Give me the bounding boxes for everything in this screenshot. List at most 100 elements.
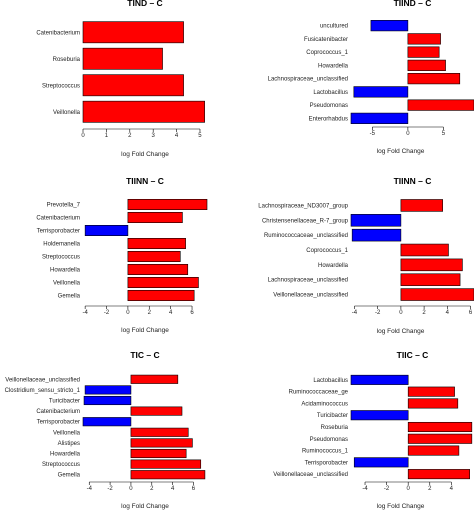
x-tick-label: 2: [422, 310, 426, 316]
x-tick-label: 2: [128, 133, 132, 139]
bar: [82, 21, 184, 44]
bar: [407, 73, 461, 85]
x-tick-label: -2: [107, 486, 113, 492]
chart-panel-3: TIINN – C Prevotella_7 Catenibacterium Terr…: [36, 176, 208, 334]
bar: [83, 395, 132, 406]
bar: [407, 398, 459, 409]
bar: [407, 445, 460, 456]
bar: [400, 199, 443, 212]
bar: [82, 100, 205, 123]
category-label: Terrisporobacter: [37, 229, 80, 235]
category-label: Veillonellaceae_unclassified: [273, 293, 348, 299]
category-label: Coprococcus_1: [306, 50, 348, 56]
bar: [407, 386, 455, 397]
category-label: Lactobacillus: [313, 378, 348, 384]
x-tick-label: 0: [406, 131, 410, 137]
x-tick-label: 1: [105, 133, 109, 139]
category-label: Howardella: [318, 263, 349, 269]
x-tick-label: -2: [384, 486, 390, 492]
category-label: Roseburia: [53, 57, 81, 63]
category-label: Ruminococcaceae_ge: [289, 390, 349, 396]
category-label: Pseudomonas: [310, 103, 348, 109]
category-label: Veillonellaceae_unclassified: [5, 377, 80, 383]
bar: [130, 438, 193, 448]
bar: [407, 99, 474, 111]
bar: [407, 46, 440, 58]
bar: [407, 59, 446, 71]
category-label: Lachnospiraceae_unclassified: [268, 77, 348, 83]
bar: [400, 288, 474, 301]
category-label: Catenibacterium: [36, 30, 80, 36]
category-label: Ruminococcaceae_unclassified: [264, 233, 348, 239]
bar: [353, 86, 409, 98]
x-tick-label: 0: [129, 486, 133, 492]
category-label: Turicibacter: [317, 413, 348, 419]
x-axis-label: log Fold Change: [377, 328, 425, 335]
category-label: Gemella: [58, 473, 81, 479]
bar: [127, 276, 199, 288]
category-label: Holdemanella: [43, 242, 80, 248]
bar: [84, 225, 129, 237]
bar: [127, 263, 189, 275]
category-label: Roseburia: [321, 425, 349, 431]
x-tick-label: 4: [446, 310, 450, 316]
x-axis-label: log Fold Change: [121, 503, 169, 510]
chart-title: TIND – C: [127, 0, 162, 8]
category-label: Prevotella_7: [47, 203, 81, 209]
x-tick-label: -4: [352, 310, 358, 316]
category-label: Clostridium_sensu_stricto_1: [5, 388, 81, 394]
bar: [82, 74, 184, 97]
x-tick-label: 5: [442, 131, 446, 137]
x-tick-label: 6: [192, 486, 196, 492]
bar: [130, 470, 206, 480]
bar: [370, 20, 409, 32]
category-label: Veillonellaceae_unclassified: [273, 472, 348, 478]
x-tick-label: -2: [375, 310, 381, 316]
category-label: Lachnospiraceae_ND3007_group: [258, 203, 348, 209]
bar: [82, 47, 163, 70]
x-tick-label: 4: [450, 486, 454, 492]
x-tick-label: -2: [104, 310, 110, 316]
x-tick-label: 4: [171, 486, 175, 492]
bar: [130, 459, 202, 469]
chart-title: TIC – C: [130, 350, 159, 360]
bar: [130, 374, 179, 384]
bar: [130, 427, 189, 437]
chart-title: TIIND – C: [394, 0, 432, 8]
category-label: Streptococcus: [42, 462, 80, 468]
category-label: Turicibacter: [49, 399, 80, 405]
category-label: Catenibacterium: [36, 216, 80, 222]
category-label: Lachnospiraceae_unclassified: [268, 278, 348, 284]
chart-panel-6: TIIC – C Lactobacillus Ruminococcaceae_ge A…: [273, 350, 473, 510]
category-label: Gemella: [58, 294, 81, 300]
category-label: Coprococcus_1: [306, 248, 348, 254]
bar: [350, 410, 409, 421]
x-tick-label: -4: [82, 310, 88, 316]
chart-panel-2: TIIND – C uncultured Fusicatenibacter Copro…: [268, 0, 474, 155]
x-tick-label: 0: [399, 310, 403, 316]
x-axis-label: log Fold Change: [121, 151, 169, 158]
chart-panel-1: TIND – C Catenibacterium Roseburia Streptoc…: [36, 0, 205, 158]
x-axis-label: log Fold Change: [377, 148, 425, 155]
x-tick-label: 0: [81, 133, 85, 139]
bar: [400, 243, 449, 257]
x-tick-label: 2: [150, 486, 154, 492]
x-tick-label: -4: [362, 486, 368, 492]
chart-panel-5: TIC – C Veillonellaceae_unclassified Clost…: [5, 350, 206, 510]
category-label: Acidaminococcus: [301, 401, 348, 407]
x-tick-label: 2: [148, 310, 152, 316]
category-label: Terrisporobacter: [305, 460, 348, 466]
x-axis-label: log Fold Change: [377, 503, 425, 510]
category-label: Alistipes: [58, 441, 80, 447]
x-tick-label: 4: [169, 310, 173, 316]
x-tick-label: 0: [407, 486, 411, 492]
x-tick-label: 6: [469, 310, 473, 316]
bar: [130, 448, 187, 459]
chart-title: TIIC – C: [397, 350, 429, 360]
bar: [351, 228, 402, 242]
category-label: Howardella: [50, 452, 81, 458]
chart-title: TIINN – C: [394, 176, 432, 186]
category-label: Lactobacillus: [313, 90, 348, 96]
bar: [353, 457, 409, 468]
